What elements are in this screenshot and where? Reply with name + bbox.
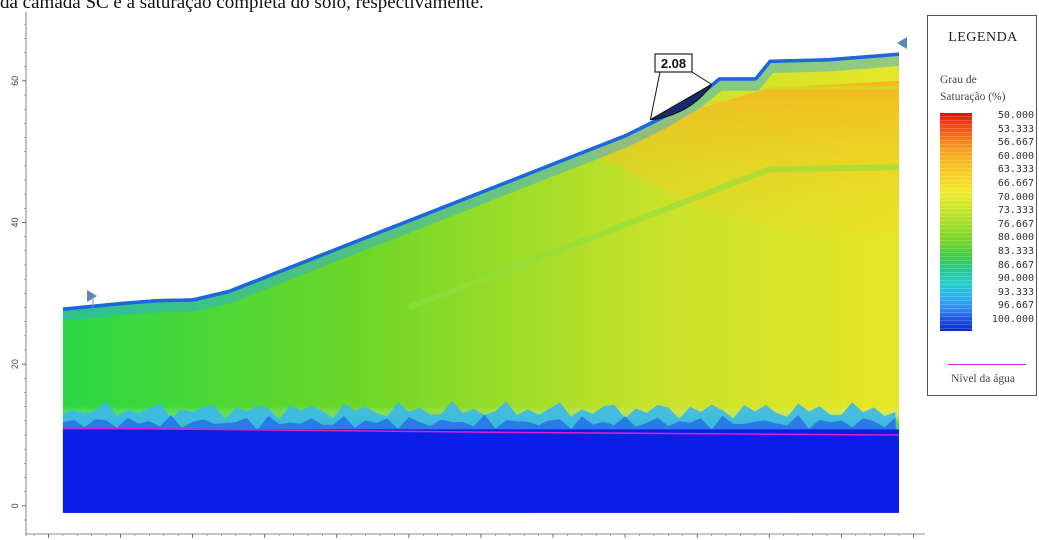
page-caption: da camada SC e a saturação completa do s… bbox=[0, 0, 484, 13]
legend-level-12: 90.000 bbox=[997, 273, 1034, 285]
legend-level-7: 73.333 bbox=[997, 205, 1034, 217]
legend-level-8: 76.667 bbox=[997, 218, 1034, 230]
soil-layer-streak bbox=[407, 164, 900, 311]
legend-water-label: Nível da água bbox=[951, 373, 1015, 385]
legend-levels: 50.000 53.333 56.667 60.000 63.333 66.667 70.0… bbox=[974, 109, 1034, 327]
right-boundary-marker bbox=[897, 37, 907, 49]
surface-wet-fringe bbox=[62, 52, 900, 321]
left-boundary-marker bbox=[87, 290, 97, 302]
factor-of-safety-label: 2.08 bbox=[661, 56, 686, 71]
saturation-plot: 0204060287120287130287140287150287160287… bbox=[10, 12, 925, 540]
legend-title: LEGENDA bbox=[948, 30, 1018, 45]
legend-level-1: 53.333 bbox=[997, 123, 1034, 135]
y-tick-label-40: 40 bbox=[10, 217, 20, 227]
y-tick-label-60: 60 bbox=[10, 76, 20, 86]
legend-level-15: 100.000 bbox=[991, 313, 1034, 325]
legend-level-13: 93.333 bbox=[997, 286, 1034, 298]
legend-level-11: 86.667 bbox=[997, 259, 1034, 271]
legend-level-6: 70.000 bbox=[997, 191, 1034, 203]
slip-leader-left bbox=[649, 71, 661, 120]
legend-subtitle-line1: Grau de bbox=[940, 74, 977, 86]
legend-level-9: 80.000 bbox=[997, 232, 1034, 244]
legend-subtitle-line2: Saturação (%) bbox=[940, 91, 1006, 103]
legend-level-2: 56.667 bbox=[997, 137, 1034, 149]
legend-water-line-sample bbox=[948, 364, 1026, 365]
legend-subtitle: Grau de Saturação (%) bbox=[940, 72, 1035, 106]
y-tick-label-0: 0 bbox=[10, 503, 20, 508]
fs-label-box bbox=[654, 53, 693, 73]
legend-level-5: 66.667 bbox=[997, 177, 1034, 189]
legend: LEGENDA Grau de Saturação (%) 50.000 53.3… bbox=[927, 15, 1037, 396]
legend-level-3: 60.000 bbox=[997, 150, 1034, 162]
overlay: 2.08 bbox=[62, 37, 907, 436]
legend-level-14: 96.667 bbox=[997, 300, 1034, 312]
water-table-line bbox=[62, 427, 900, 436]
soil-dry-zone bbox=[589, 80, 900, 237]
legend-color-bar bbox=[940, 113, 972, 331]
y-tick-label-20: 20 bbox=[10, 359, 20, 369]
soil-saturation-field bbox=[62, 52, 900, 513]
legend-level-4: 63.333 bbox=[997, 164, 1034, 176]
slip-leader-right bbox=[691, 71, 712, 85]
legend-level-0: 50.000 bbox=[997, 110, 1034, 121]
legend-level-10: 83.333 bbox=[997, 245, 1034, 257]
soil-saturated bbox=[62, 429, 900, 513]
